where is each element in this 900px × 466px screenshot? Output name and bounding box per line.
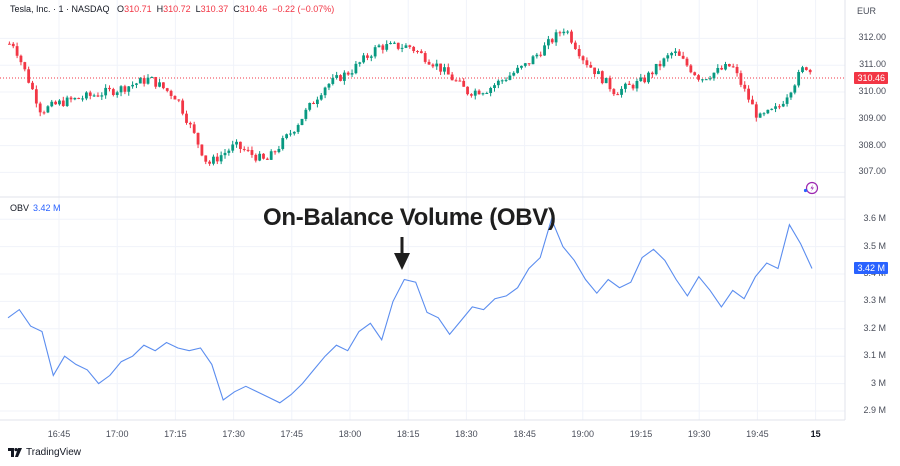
time-tick-label: 17:45	[280, 429, 304, 439]
symbol-title: Tesla, Inc. · 1 · NASDAQ	[10, 4, 110, 14]
price-tick-label: 308.00	[858, 139, 886, 150]
obv-tick-label: 3.6 M	[863, 213, 886, 224]
obv-tick-label: 3.2 M	[863, 322, 886, 333]
time-tick-label: 18:00	[338, 429, 362, 439]
obv-tick-label: 3.5 M	[863, 240, 886, 251]
time-tick-label: 19:30	[687, 429, 711, 439]
obv-value: 3.42 M	[33, 203, 61, 213]
current-obv-badge: 3.42 M	[854, 262, 888, 274]
obv-legend[interactable]: OBV 3.42 M	[10, 203, 61, 213]
currency-label[interactable]: EUR	[856, 6, 876, 16]
time-tick-label: 17:15	[164, 429, 187, 439]
tradingview-logo[interactable]: TradingView	[8, 447, 81, 458]
time-tick-label: 18:30	[455, 429, 478, 439]
time-tick-label: 16:45	[47, 429, 71, 439]
time-tick-label: 17:30	[222, 429, 245, 439]
close-value: 310.46	[239, 4, 268, 14]
obv-tick-label: 3.3 M	[863, 295, 886, 306]
time-tick-label: 18:15	[396, 429, 420, 439]
change-value: −0.22 (−0.07%)	[272, 4, 335, 14]
time-tick-label: 17:00	[105, 429, 129, 439]
time-tick-label: 15	[810, 429, 821, 439]
candlestick-series	[8, 28, 812, 166]
obv-tick-label: 3.1 M	[863, 350, 886, 361]
close-label: C	[233, 4, 240, 14]
down-arrow-icon	[394, 237, 410, 270]
time-tick-label: 19:00	[571, 429, 595, 439]
obv-label: OBV	[10, 203, 30, 213]
price-tick-label: 309.00	[858, 112, 886, 123]
price-tick-label: 310.00	[858, 86, 886, 96]
price-tick-label: 307.00	[858, 166, 886, 177]
tradingview-logo-text: TradingView	[26, 447, 82, 458]
grid-lines	[0, 0, 845, 420]
obv-line	[7, 217, 813, 404]
time-tick-label: 19:45	[746, 429, 769, 439]
price-tick-label: 311.00	[859, 59, 886, 70]
low-value: 310.37	[200, 4, 229, 14]
low-label: L	[195, 4, 201, 14]
tradingview-logo-icon	[8, 448, 22, 457]
current-price-badge: 310.46	[854, 72, 888, 84]
high-label: H	[156, 4, 164, 14]
open-label: O	[117, 4, 125, 14]
time-tick-label: 18:45	[513, 429, 536, 439]
symbol-legend[interactable]: Tesla, Inc. · 1 · NASDAQ O310.71 H310.72…	[10, 4, 334, 14]
open-value: 310.71	[124, 4, 152, 14]
lightning-alert-icon[interactable]	[803, 181, 819, 195]
annotation-title: On-Balance Volume (OBV)	[263, 204, 556, 231]
time-tick-label: 19:15	[629, 429, 653, 439]
price-tick-label: 312.00	[858, 32, 886, 43]
obv-tick-label: 2.9 M	[863, 405, 886, 415]
obv-tick-label: 3 M	[870, 377, 886, 388]
high-value: 310.72	[163, 4, 191, 14]
